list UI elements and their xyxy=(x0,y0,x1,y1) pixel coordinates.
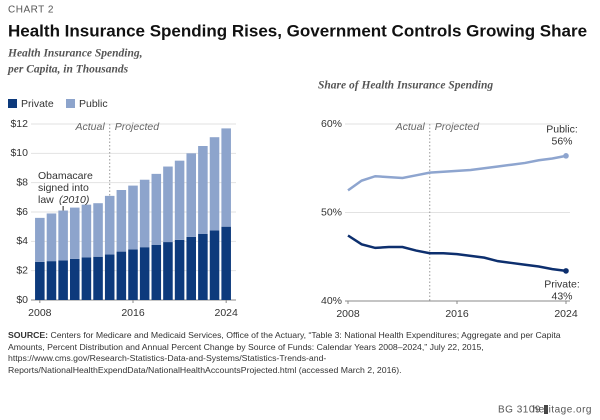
source-text: Centers for Medicare and Medicaid Servic… xyxy=(8,330,561,375)
chart-subtitle: Share of Health Insurance Spending xyxy=(318,80,493,92)
bar xyxy=(69,207,80,259)
bar xyxy=(139,247,150,300)
bar xyxy=(104,195,115,255)
bar xyxy=(151,173,162,245)
bar xyxy=(128,249,138,300)
bar xyxy=(128,185,138,250)
footer-site: heritage.org xyxy=(533,405,592,416)
bar xyxy=(46,261,57,300)
bar xyxy=(221,226,231,300)
bar xyxy=(46,213,57,262)
kicker: CHART 2 xyxy=(8,5,54,16)
bar xyxy=(35,261,45,300)
y-tick-label: $8 xyxy=(16,176,28,188)
annotation: law xyxy=(38,194,54,206)
end-point xyxy=(563,268,569,274)
bar xyxy=(163,166,173,243)
chart-title: Health Insurance Spending Rises, Governm… xyxy=(8,21,587,40)
bar xyxy=(209,137,220,231)
y-tick-label: $6 xyxy=(16,206,28,218)
x-tick-label: 2008 xyxy=(28,307,52,319)
legend-swatch xyxy=(66,99,75,108)
y-tick-label: $12 xyxy=(10,118,28,130)
bar xyxy=(104,254,115,300)
bar xyxy=(69,258,80,300)
bar xyxy=(163,242,173,300)
y-tick-label: 40% xyxy=(321,295,342,307)
source-label: SOURCE: xyxy=(8,330,49,340)
divider-label: Projected xyxy=(435,121,481,133)
footer-code: BG 3109 xyxy=(498,405,541,416)
y-tick-label: $4 xyxy=(16,235,28,247)
annotation: Obamacare xyxy=(38,170,93,182)
bar xyxy=(93,256,103,300)
y-tick-label: $10 xyxy=(10,147,28,159)
y-tick-label: 60% xyxy=(321,118,342,130)
bar xyxy=(116,251,127,300)
bar xyxy=(81,257,92,300)
x-tick-label: 2024 xyxy=(214,307,238,319)
chart-subtitle: per Capita, in Thousands xyxy=(7,64,129,76)
logo-icon xyxy=(544,405,548,414)
bar xyxy=(198,234,208,300)
bar xyxy=(198,146,208,234)
bar xyxy=(139,179,150,248)
value-label: 56% xyxy=(551,136,572,148)
y-tick-label: $0 xyxy=(16,294,28,306)
annotation: (2010) xyxy=(59,194,89,206)
x-tick-label: 2024 xyxy=(554,308,578,320)
annotation: signed into xyxy=(38,182,89,194)
bar xyxy=(186,153,197,237)
bar xyxy=(151,245,162,300)
source: SOURCE: Centers for Medicare and Medicai… xyxy=(8,330,586,376)
series-label: Private: xyxy=(544,279,580,291)
end-point xyxy=(563,153,569,159)
bar xyxy=(174,160,185,240)
legend-swatch xyxy=(8,99,17,108)
divider-label: Actual xyxy=(75,121,106,133)
bar xyxy=(209,230,220,300)
line xyxy=(347,154,567,192)
line xyxy=(347,234,567,273)
divider-label: Actual xyxy=(395,121,426,133)
legend-label: Public xyxy=(79,98,108,110)
bar xyxy=(186,236,197,300)
y-tick-label: 50% xyxy=(321,206,342,218)
bar xyxy=(221,128,231,227)
chart-subtitle: Health Insurance Spending, xyxy=(7,48,143,60)
legend-label: Private xyxy=(21,98,54,110)
series-label: Public: xyxy=(546,124,578,136)
x-tick-label: 2008 xyxy=(336,308,360,320)
bar xyxy=(58,210,68,261)
x-tick-label: 2016 xyxy=(121,307,145,319)
value-label: 43% xyxy=(551,291,572,303)
bar xyxy=(58,260,68,300)
divider-label: Projected xyxy=(115,121,161,133)
bar xyxy=(116,190,127,252)
bar xyxy=(81,204,92,258)
bar xyxy=(35,217,45,262)
x-tick-label: 2016 xyxy=(445,308,469,320)
bar xyxy=(174,239,185,300)
y-tick-label: $2 xyxy=(16,264,28,276)
bar xyxy=(93,203,103,257)
